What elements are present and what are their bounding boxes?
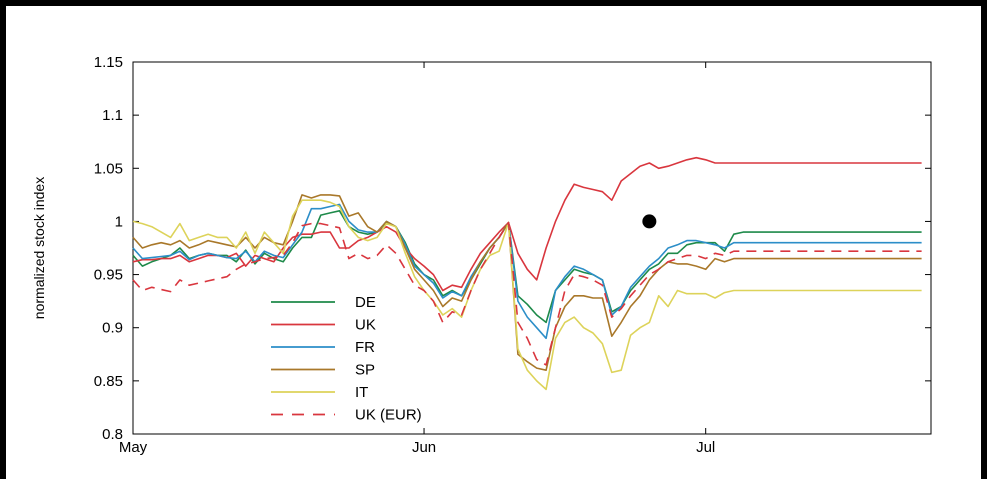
legend-label: DE bbox=[355, 294, 376, 311]
legend-label: IT bbox=[355, 384, 368, 401]
x-tick-label: May bbox=[119, 439, 148, 456]
y-tick-label: 0.8 bbox=[102, 426, 123, 443]
y-tick-label: 1.1 bbox=[102, 107, 123, 124]
y-tick-label: 0.95 bbox=[94, 267, 123, 284]
series-line-sp bbox=[132, 194, 922, 372]
series-line-it bbox=[132, 199, 922, 391]
legend-label: SP bbox=[355, 362, 375, 379]
plot-area bbox=[132, 61, 932, 435]
legend: DE UK FR SP IT UK (EUR) bbox=[271, 294, 422, 424]
y-tick-label: 1 bbox=[115, 213, 123, 230]
series-line-uk bbox=[132, 156, 922, 292]
x-tick-label: Jun bbox=[412, 439, 436, 456]
legend-label: UK bbox=[355, 317, 376, 334]
x-tick-label: Jul bbox=[696, 439, 715, 456]
legend-label: FR bbox=[355, 339, 375, 356]
y-tick-label: 1.05 bbox=[94, 160, 123, 177]
y-axis-title: normalized stock index bbox=[31, 177, 47, 319]
event-marker bbox=[642, 214, 657, 229]
series-line-uk-eur bbox=[132, 221, 922, 366]
y-tick-label: 0.85 bbox=[94, 373, 123, 390]
series-line-de bbox=[132, 210, 922, 324]
y-tick-label: 1.15 bbox=[94, 54, 123, 71]
y-tick-label: 0.9 bbox=[102, 320, 123, 337]
legend-label: UK (EUR) bbox=[355, 407, 422, 424]
series-lines bbox=[132, 156, 922, 391]
x-axis: May Jun Jul bbox=[119, 62, 715, 456]
series-line-fr bbox=[132, 203, 922, 340]
y-axis: 0.8 0.85 0.9 0.95 1 1.05 1.1 1.15 bbox=[94, 54, 931, 443]
